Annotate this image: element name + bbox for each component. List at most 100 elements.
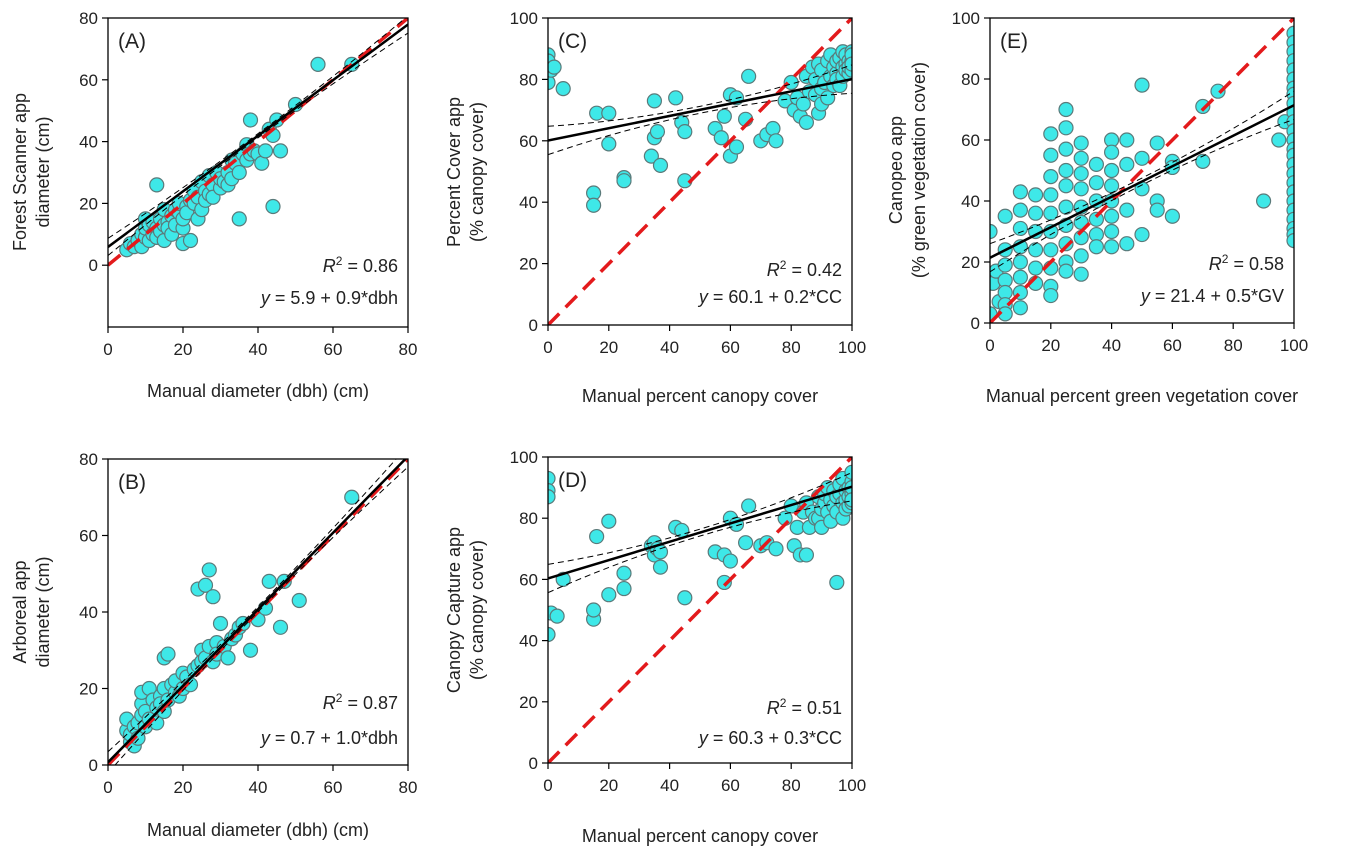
- data-point: [1088, 211, 1105, 227]
- plot-frame: [547, 456, 853, 764]
- y-tick-label: 60: [79, 71, 98, 90]
- regression-line: [108, 23, 408, 248]
- y-tick-label: 20: [79, 194, 98, 213]
- data-point: [197, 577, 214, 593]
- r-superscript: 2: [336, 254, 343, 268]
- data-point: [149, 177, 165, 193]
- y-axis-label-line1: Forest Scanner app: [10, 93, 30, 251]
- x-tick-label: 40: [1102, 336, 1121, 355]
- data-point: [652, 559, 669, 575]
- plot-area: [990, 18, 1294, 323]
- r-superscript: 2: [336, 691, 343, 705]
- data-point: [1058, 199, 1074, 215]
- r-squared-value: = 0.87: [342, 693, 398, 713]
- x-tick-label: 80: [399, 778, 418, 797]
- data-point: [1119, 202, 1135, 218]
- r-superscript: 2: [1222, 252, 1229, 266]
- data-point: [1012, 254, 1029, 270]
- ci-upper-line: [548, 472, 852, 565]
- y-axis-label-line1: Canopy Capture app: [444, 527, 464, 693]
- regression-equation: y = 60.3 + 0.3*CC: [697, 728, 842, 748]
- y-tick-label: 20: [79, 680, 98, 699]
- data-point: [1164, 208, 1181, 224]
- data-point: [765, 120, 781, 137]
- data-point: [1073, 150, 1089, 166]
- data-point: [1119, 236, 1135, 252]
- equation-body: = 21.4 + 0.5*GV: [1150, 286, 1284, 306]
- data-point: [990, 223, 998, 240]
- x-tick-label: 20: [174, 340, 193, 359]
- x-tick-label: 0: [985, 336, 994, 355]
- x-axis-label: Manual percent green vegetation cover: [986, 386, 1298, 406]
- identity-line: [548, 457, 852, 763]
- data-point: [646, 93, 663, 109]
- y-axis-label-line1: Percent Cover app: [444, 97, 464, 247]
- data-point: [1255, 193, 1272, 209]
- y-tick-label: 0: [529, 754, 538, 773]
- data-point: [798, 114, 815, 130]
- data-point: [1088, 239, 1105, 255]
- data-point: [1073, 266, 1089, 282]
- data-point: [1088, 175, 1105, 191]
- y-tick-label: 80: [79, 9, 98, 28]
- ci-lower-line: [114, 466, 408, 765]
- ci-upper-line: [108, 459, 397, 753]
- r-squared-label: R2 = 0.87: [323, 691, 398, 713]
- data-point: [1073, 248, 1089, 264]
- y-axis-label-line2: (% green vegetation cover): [909, 62, 929, 278]
- equation-variable: y: [697, 287, 709, 307]
- y-tick-label: 100: [952, 9, 980, 28]
- regression-line: [548, 485, 852, 580]
- x-tick-label: 100: [838, 338, 866, 357]
- data-point: [616, 173, 632, 189]
- data-point: [1103, 178, 1120, 194]
- data-point: [1043, 242, 1059, 258]
- data-point: [1073, 135, 1089, 151]
- plot-frame: [107, 17, 409, 328]
- panel-label: (D): [558, 469, 587, 492]
- data-point: [231, 164, 247, 181]
- x-tick-label: 40: [249, 778, 268, 797]
- ci-lower-line: [108, 32, 408, 256]
- data-point: [737, 535, 754, 551]
- data-point: [201, 562, 217, 578]
- data-point: [649, 123, 666, 140]
- x-tick-label: 40: [660, 776, 679, 795]
- y-axis-label-line1: Canopeo app: [886, 116, 906, 224]
- x-axis-label: Manual percent canopy cover: [582, 826, 818, 846]
- data-point: [585, 602, 602, 618]
- r-squared-value: = 0.86: [342, 256, 398, 276]
- x-tick-label: 0: [103, 778, 112, 797]
- data-point: [555, 81, 571, 97]
- data-point: [1058, 178, 1074, 194]
- plot-area: [548, 18, 852, 325]
- ci-upper-line: [548, 64, 852, 127]
- y-tick-label: 40: [79, 603, 98, 622]
- r-symbol: R: [323, 256, 336, 276]
- data-point: [722, 553, 739, 569]
- x-tick-label: 20: [599, 776, 618, 795]
- regression-equation: y = 5.9 + 0.9*dbh: [259, 288, 398, 308]
- y-tick-label: 20: [519, 255, 538, 274]
- data-point: [652, 157, 669, 173]
- x-tick-label: 0: [543, 776, 552, 795]
- data-point: [344, 489, 360, 505]
- data-point: [997, 257, 1013, 273]
- r-squared-label: R2 = 0.42: [767, 258, 842, 280]
- y-axis-label-line2: (% canopy cover): [467, 540, 487, 680]
- y-tick-label: 80: [519, 509, 538, 528]
- panel-label: (B): [118, 471, 146, 494]
- data-point: [212, 615, 229, 632]
- data-point: [728, 139, 745, 155]
- r-squared-value: = 0.58: [1228, 254, 1284, 274]
- x-tick-label: 60: [324, 778, 343, 797]
- equation-body: = 60.3 + 0.3*CC: [708, 728, 842, 748]
- y-tick-label: 60: [79, 527, 98, 546]
- plot-area: [108, 18, 408, 267]
- data-point: [844, 464, 852, 480]
- ci-lower-line: [548, 500, 852, 594]
- data-point: [844, 56, 852, 72]
- data-point: [716, 574, 732, 591]
- data-point: [643, 148, 659, 164]
- y-axis-label-line2: diameter (cm): [33, 556, 53, 667]
